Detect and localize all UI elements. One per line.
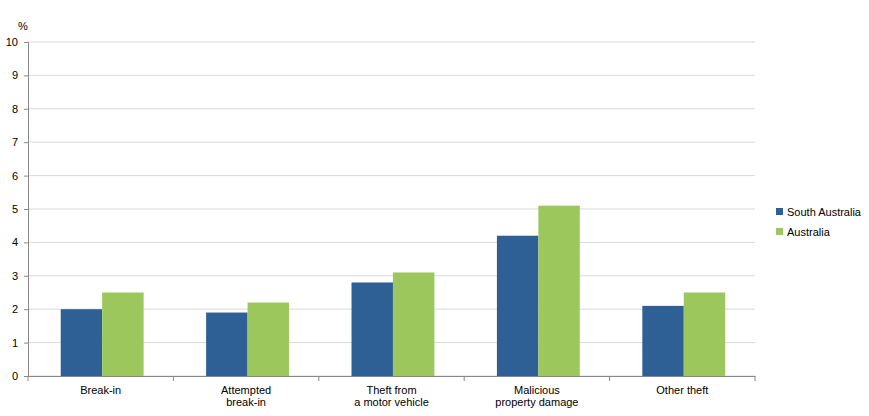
bar-series (102, 206, 725, 376)
category-separators (28, 376, 755, 381)
x-axis: Break-in Attemptedbreak-in Theft froma mot… (28, 376, 756, 408)
bar-series (61, 236, 684, 376)
bar (206, 313, 247, 376)
x-tick-label-line: property damage (495, 396, 578, 408)
y-tick: 10 (6, 36, 28, 48)
bar (102, 293, 143, 377)
grid-line (28, 242, 755, 243)
x-tick: Break-in (80, 376, 121, 396)
legend-label: Australia (787, 226, 831, 238)
y-tick-mark (24, 209, 28, 210)
grid-line (28, 175, 755, 176)
bar (393, 272, 434, 376)
x-tick-label-line: Break-in (80, 384, 121, 396)
x-tick-label-line: Malicious (514, 384, 560, 396)
y-tick: 7 (12, 136, 28, 148)
legend: South Australia Australia (776, 206, 862, 238)
y-tick-mark (24, 343, 28, 344)
x-tick-label-line: Attempted (221, 384, 271, 396)
y-tick-mark (24, 176, 28, 177)
legend-swatch (776, 208, 783, 215)
x-tick-label: Other theft (656, 384, 708, 396)
y-tick-label: 7 (12, 136, 18, 148)
y-tick: 0 (12, 370, 28, 382)
y-tick: 5 (12, 203, 28, 215)
x-axis-line (29, 376, 756, 377)
y-tick-label: 3 (12, 270, 18, 282)
grid-line (28, 142, 755, 143)
x-tick-label: Attemptedbreak-in (221, 384, 271, 409)
x-tick-label-line: a motor vehicle (354, 396, 429, 408)
y-tick-label: 8 (12, 103, 18, 115)
plot: 0 1 2 3 4 5 6 7 8 9 10 Break-in Attemptedbreak-in The… (6, 36, 756, 408)
y-tick-mark (24, 109, 28, 110)
y-tick-mark (24, 142, 28, 143)
x-tick: Other theft (656, 376, 708, 396)
x-tick: Theft froma motor vehicle (354, 376, 429, 408)
y-tick-mark (24, 309, 28, 310)
y-tick-mark (24, 75, 28, 76)
bar (538, 206, 579, 376)
y-tick-label: 1 (12, 337, 18, 349)
y-tick-label: 5 (12, 203, 18, 215)
y-tick-label: 9 (12, 69, 18, 81)
x-tick-label: Theft froma motor vehicle (354, 384, 429, 409)
y-axis: 0 1 2 3 4 5 6 7 8 9 10 (6, 36, 29, 382)
x-tick-label: Maliciousproperty damage (495, 384, 578, 409)
y-tick-label: 0 (12, 370, 18, 382)
category-separator (173, 376, 174, 381)
bar (352, 282, 393, 376)
y-tick: 6 (12, 170, 28, 182)
y-tick-label: 2 (12, 303, 18, 315)
grid (28, 42, 755, 376)
category-separator (464, 376, 465, 381)
category-separator (609, 376, 610, 381)
chart: 0 1 2 3 4 5 6 7 8 9 10 Break-in Attemptedbreak-in The… (0, 0, 869, 416)
grid-line (28, 275, 755, 276)
bar (684, 293, 725, 377)
category-separator (755, 376, 756, 381)
grid-line (28, 209, 755, 210)
x-tick: Maliciousproperty damage (495, 376, 578, 408)
x-tick-label-line: Other theft (656, 384, 708, 396)
y-tick: 4 (12, 236, 28, 248)
bar (497, 236, 538, 376)
grid-line (28, 42, 755, 43)
y-tick: 1 (12, 337, 28, 349)
legend-label: South Australia (787, 206, 862, 218)
bar (61, 309, 102, 376)
y-tick-mark (24, 42, 28, 43)
y-tick-mark (24, 242, 28, 243)
y-axis-line (24, 43, 29, 377)
legend-item: South Australia (776, 206, 862, 218)
legend-item: Australia (776, 226, 831, 238)
y-tick: 8 (12, 103, 28, 115)
bar (248, 303, 289, 376)
x-tick: Attemptedbreak-in (221, 376, 271, 408)
bar (642, 306, 683, 376)
y-tick-mark (24, 276, 28, 277)
category-separator (28, 376, 29, 381)
category-separator (318, 376, 319, 381)
y-tick: 9 (12, 69, 28, 81)
x-tick-label-line: Theft from (366, 384, 416, 396)
grid-line (28, 108, 755, 109)
bars (61, 206, 725, 376)
legend-swatch (776, 228, 783, 235)
y-tick: 2 (12, 303, 28, 315)
y-tick: 3 (12, 270, 28, 282)
y-tick-label: 6 (12, 170, 18, 182)
y-tick-label: 10 (6, 36, 18, 48)
grid-line (28, 75, 755, 76)
y-tick-mark (24, 376, 28, 377)
x-tick-label-line: break-in (226, 396, 266, 408)
y-tick-label: 4 (12, 236, 18, 248)
y-axis-title: % (18, 20, 28, 32)
x-tick-label: Break-in (80, 384, 121, 396)
